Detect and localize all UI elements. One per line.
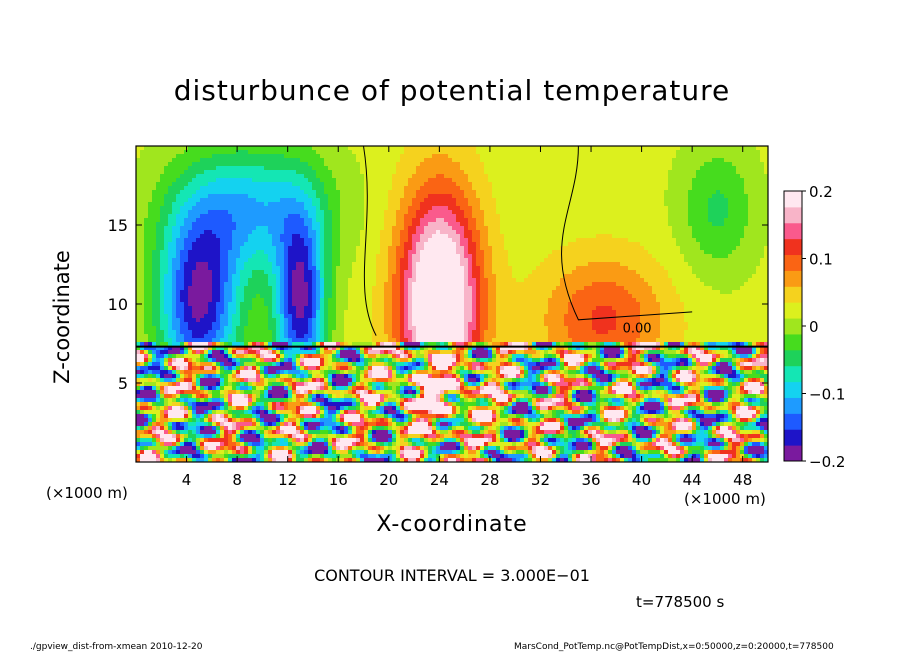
colorbar-segment: [784, 333, 802, 351]
x-unit-label-left: (×1000 m): [46, 484, 128, 502]
colorbar-segment: [784, 206, 802, 224]
x-tick-label: 8: [232, 471, 242, 489]
contour-lines: 0.00: [136, 146, 768, 348]
potential-temperature-field: [136, 146, 768, 462]
colorbar: 0.2 0.1 0 −0.1 −0.2: [783, 183, 845, 471]
x-tick-label: 44: [683, 471, 702, 489]
x-tick-label: 36: [581, 471, 600, 489]
colorbar-segment: [784, 302, 802, 319]
x-unit-label-right: (×1000 m): [684, 490, 766, 508]
x-tick-label: 48: [733, 471, 752, 489]
x-tick-label: 28: [480, 471, 499, 489]
y-axis: 5 10 15: [108, 216, 768, 393]
colorbar-segment: [784, 349, 802, 367]
colorbar-segment: [784, 238, 802, 256]
x-tick-label: 12: [278, 471, 297, 489]
x-axis: 4 8 12 16 20 24 28 32 36 40 44 48: [182, 146, 752, 489]
colorbar-tick-label: 0: [809, 318, 819, 336]
colorbar-segment: [784, 286, 802, 303]
footer-file-info: MarsCond_PotTemp.nc@PotTempDist,x=0:5000…: [514, 642, 834, 652]
colorbar-segment: [784, 270, 802, 287]
colorbar-tick-label: 0.2: [809, 183, 833, 201]
y-axis-label: Z-coordinate: [50, 250, 74, 384]
x-tick-label: 40: [632, 471, 651, 489]
contour-interval: CONTOUR INTERVAL = 3.000E−01: [314, 566, 590, 585]
colorbar-tick-label: −0.2: [809, 453, 845, 471]
x-tick-label: 20: [379, 471, 398, 489]
colorbar-segment: [784, 222, 802, 240]
x-tick-label: 24: [430, 471, 449, 489]
time-stamp: t=778500 s: [636, 593, 725, 611]
x-tick-label: 32: [531, 471, 550, 489]
colorbar-tick-label: −0.1: [809, 386, 845, 404]
y-tick-label: 15: [108, 216, 128, 235]
colorbar-segment: [784, 445, 802, 462]
x-axis-label: X-coordinate: [376, 512, 528, 537]
colorbar-segment: [784, 413, 802, 430]
colorbar-segment: [784, 381, 802, 398]
colorbar-segment: [784, 365, 802, 383]
colorbar-tick-label: 0.1: [809, 251, 833, 269]
colorbar-segment: [784, 429, 802, 446]
y-tick-label: 10: [108, 295, 128, 314]
colorbar-segment: [784, 397, 802, 414]
x-tick-label: 16: [329, 471, 348, 489]
footer-script-info: ./gpview_dist-from-xmean 2010-12-20: [30, 642, 203, 652]
chart-title: disturbunce of potential temperature: [173, 74, 731, 107]
colorbar-segment: [784, 318, 802, 335]
colorbar-segment: [784, 254, 802, 271]
y-tick-label: 5: [118, 374, 128, 393]
x-tick-label: 4: [182, 471, 192, 489]
colorbar-segment: [784, 191, 802, 208]
